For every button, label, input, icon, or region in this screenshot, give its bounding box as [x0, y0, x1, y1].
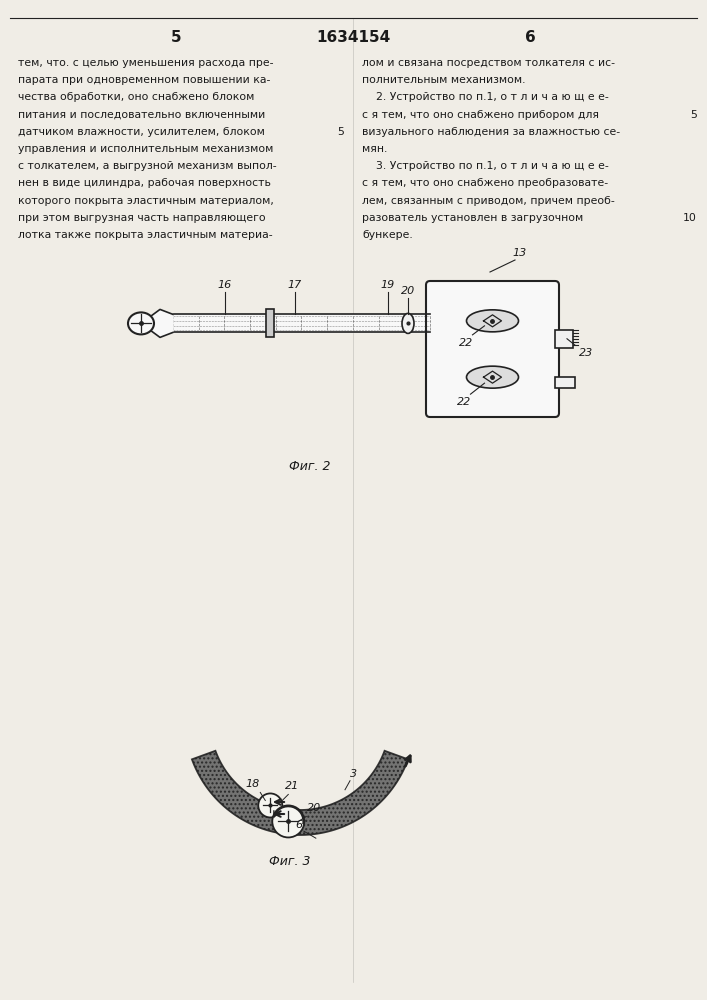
Bar [555, 377, 575, 388]
Ellipse shape [467, 366, 518, 388]
FancyBboxPatch shape [426, 281, 559, 417]
Text: Фиг. 3: Фиг. 3 [269, 855, 311, 868]
Polygon shape [192, 751, 408, 835]
Text: тем, что. с целью уменьшения расхода пре-: тем, что. с целью уменьшения расхода пре… [18, 58, 274, 68]
Text: визуального наблюдения за влажностью се-: визуального наблюдения за влажностью се- [362, 127, 620, 137]
Text: 10: 10 [683, 213, 697, 223]
Text: 21: 21 [285, 781, 299, 791]
Text: Фиг. 2: Фиг. 2 [289, 460, 331, 473]
Text: мян.: мян. [362, 144, 387, 154]
Text: 3: 3 [351, 769, 358, 779]
Text: лом и связана посредством толкателя с ис-: лом и связана посредством толкателя с ис… [362, 58, 615, 68]
Text: с толкателем, а выгрузной механизм выпол-: с толкателем, а выгрузной механизм выпол… [18, 161, 276, 171]
Text: питания и последовательно включенными: питания и последовательно включенными [18, 110, 265, 120]
Circle shape [258, 793, 282, 817]
Text: 1634154: 1634154 [316, 30, 390, 45]
Text: которого покрыта эластичным материалом,: которого покрыта эластичным материалом, [18, 196, 274, 206]
Text: датчиком влажности, усилителем, блоком: датчиком влажности, усилителем, блоком [18, 127, 265, 137]
Text: 20: 20 [401, 286, 415, 296]
Text: чества обработки, оно снабжено блоком: чества обработки, оно снабжено блоком [18, 92, 255, 102]
Polygon shape [141, 309, 173, 337]
Text: 2. Устройство по п.1, о т л и ч а ю щ е е-: 2. Устройство по п.1, о т л и ч а ю щ е … [362, 92, 609, 102]
Text: 3. Устройство по п.1, о т л и ч а ю щ е е-: 3. Устройство по п.1, о т л и ч а ю щ е … [362, 161, 609, 171]
Bar [555, 330, 573, 348]
Text: 5: 5 [170, 30, 181, 45]
Text: 6: 6 [525, 30, 535, 45]
Text: 13: 13 [513, 248, 527, 258]
Text: 6: 6 [296, 820, 303, 830]
Text: с я тем, что оно снабжено прибором для: с я тем, что оно снабжено прибором для [362, 110, 599, 120]
Text: лотка также покрыта эластичным материа-: лотка также покрыта эластичным материа- [18, 230, 273, 240]
Text: 23: 23 [579, 348, 593, 358]
Circle shape [272, 805, 304, 837]
Bar [266, 309, 274, 337]
Ellipse shape [402, 313, 414, 333]
Text: 17: 17 [288, 280, 302, 290]
Text: 22: 22 [457, 397, 472, 407]
Text: полнительным механизмом.: полнительным механизмом. [362, 75, 525, 85]
Text: с я тем, что оно снабжено преобразовате-: с я тем, что оно снабжено преобразовате- [362, 178, 608, 188]
Text: разователь установлен в загрузочном: разователь установлен в загрузочном [362, 213, 583, 223]
Text: 5: 5 [690, 110, 697, 120]
Text: лем, связанным с приводом, причем преоб-: лем, связанным с приводом, причем преоб- [362, 196, 615, 206]
Text: 22: 22 [460, 338, 474, 348]
Text: 20: 20 [307, 803, 322, 813]
Ellipse shape [128, 312, 154, 334]
Text: управления и исполнительным механизмом: управления и исполнительным механизмом [18, 144, 274, 154]
Text: 16: 16 [218, 280, 232, 290]
Text: 19: 19 [381, 280, 395, 290]
Text: бункере.: бункере. [362, 230, 413, 240]
Text: 18: 18 [245, 779, 259, 789]
Text: при этом выгрузная часть направляющего: при этом выгрузная часть направляющего [18, 213, 266, 223]
Text: 5: 5 [337, 127, 344, 137]
Text: парата при одновременном повышении ка-: парата при одновременном повышении ка- [18, 75, 270, 85]
Text: нен в виде цилиндра, рабочая поверхность: нен в виде цилиндра, рабочая поверхность [18, 178, 271, 188]
Ellipse shape [467, 310, 518, 332]
